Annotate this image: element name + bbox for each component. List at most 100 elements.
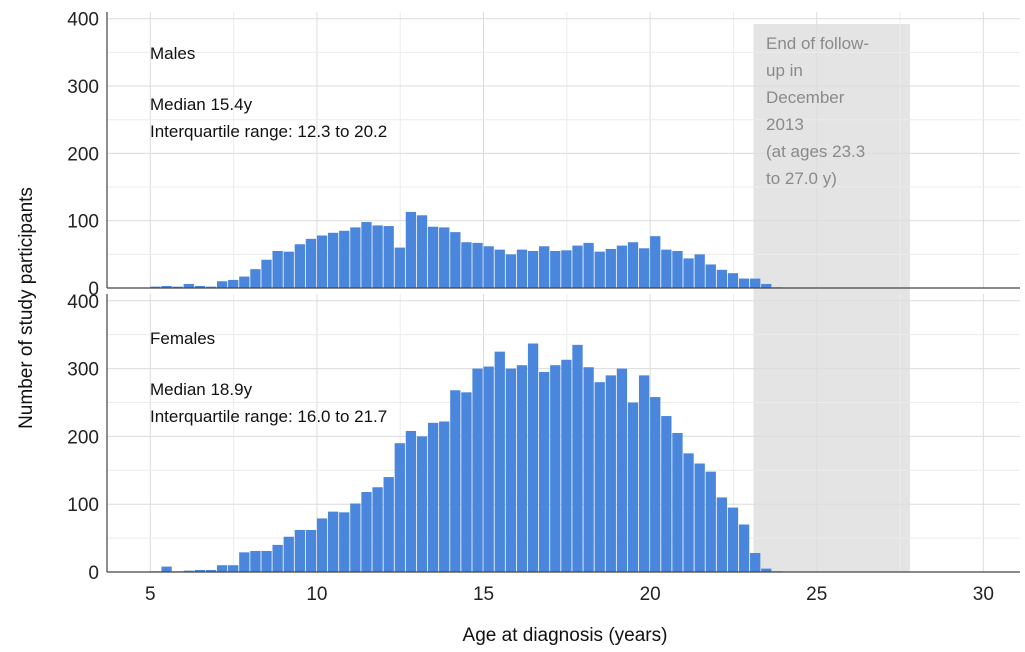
females-bar [638,375,650,572]
females-bar [250,550,261,572]
y-tick-label: 100 [67,212,99,233]
males-bar [228,279,239,288]
males-median-text: Median 15.4y [150,95,253,114]
females-bar [727,507,739,572]
females-bar [472,368,483,572]
males-bar [305,238,317,288]
males-bar [339,230,350,288]
males-bar [261,259,272,288]
females-bar [394,443,405,572]
females-bar [216,565,228,572]
males-bar [550,250,561,288]
males-bar [316,235,328,288]
females-bar [750,553,761,572]
males-bar [627,242,639,288]
females-bar [339,512,350,572]
females-bar [294,529,306,572]
males-panel-label: Males [150,44,195,63]
females-bar [383,477,394,572]
y-tick-label: 300 [67,77,99,98]
females-bars [150,343,783,572]
females-bar [683,453,694,572]
females-bar [694,463,705,572]
shaded-label-line: to 27.0 y) [766,169,837,188]
females-bar [627,402,639,572]
follow-up-shade [753,24,911,572]
males-bar [539,246,550,288]
females-bar [494,351,505,572]
males-bar [572,245,583,288]
females-bar [427,422,439,572]
females-bar [583,367,594,572]
females-median-text: Median 18.9y [150,380,253,399]
axes [106,12,1020,573]
females-bar [650,397,661,572]
males-bar [638,248,650,288]
y-tick-label: 0 [88,563,99,584]
shaded-region-label: End of follow- up in December 2013 (at a… [766,34,869,188]
y-tick-label: 300 [67,360,99,381]
shaded-label-line: up in [766,61,803,80]
females-bar [183,570,194,572]
females-bar [205,569,217,572]
females-bar [283,536,294,572]
x-tick-label: 20 [640,584,661,605]
males-bar [350,227,361,288]
follow-up-shaded-region [753,24,911,572]
males-bar [283,251,294,288]
males-bar [516,249,528,288]
females-bar [505,368,517,572]
females-bar [405,430,417,572]
males-bar [439,227,450,288]
females-bar [672,433,683,572]
males-iqr-text: Interquartile range: 12.3 to 20.2 [150,122,387,141]
males-bar [527,250,539,288]
x-tick-labels: 5 10 15 20 25 30 [145,584,994,605]
females-bar [761,568,772,572]
y-tick-label: 400 [67,10,99,31]
females-bar [616,368,628,572]
y-tick-label: 0 [88,279,99,300]
females-bar [361,491,372,572]
males-bar [605,248,616,288]
males-bar [727,273,739,288]
females-bar [539,371,550,572]
females-y-tick-labels: 0 100 200 300 400 [67,292,99,584]
x-axis-title: Age at diagnosis (years) [463,625,668,646]
females-bar [605,375,616,572]
males-bar [250,269,261,288]
females-iqr-text: Interquartile range: 16.0 to 21.7 [150,407,387,426]
females-bar [450,390,461,572]
females-bar [561,359,572,572]
males-bar [616,245,628,288]
males-bar [761,283,772,288]
males-bar [594,251,605,288]
females-bar [194,569,206,572]
males-bar [694,254,705,288]
males-bar [738,278,750,288]
males-bar [505,254,517,288]
males-bar [405,211,417,288]
males-bar [683,258,694,288]
males-bar [716,269,728,288]
x-tick-label: 5 [145,584,156,605]
females-bar [239,552,250,572]
males-bar [294,244,306,288]
females-bar [350,503,361,572]
males-y-tick-labels: 0 100 200 300 400 [67,10,99,300]
males-bars [150,211,783,288]
males-bar [394,247,405,288]
y-axis-title: Number of study participants [16,187,37,429]
males-bar [272,250,283,288]
females-bar [572,344,583,572]
females-bar [439,421,450,572]
y-tick-label: 400 [67,292,99,313]
males-bar [472,242,483,288]
females-bar [705,471,716,572]
females-bar [516,365,528,572]
females-bar [483,366,494,572]
females-bar [738,524,750,572]
females-bar [272,544,283,572]
y-tick-label: 200 [67,427,99,448]
